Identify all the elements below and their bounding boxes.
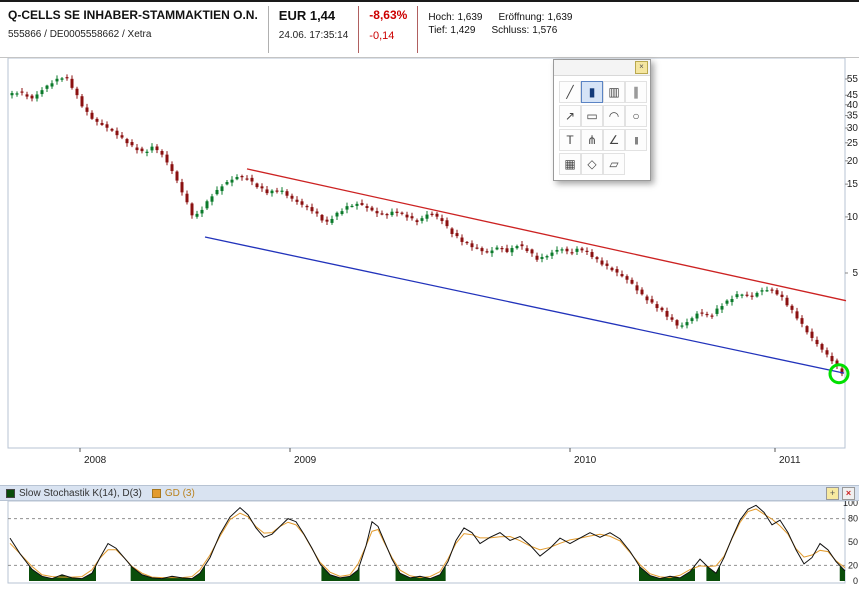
parallel-lines-tool-icon[interactable]: ∥ — [625, 81, 647, 103]
trend-arrow-tool-icon[interactable]: ↗ — [559, 105, 581, 127]
indicator-tick-label: 50 — [848, 537, 858, 547]
stochastic-label: Slow Stochastik K(14), D(3) — [19, 487, 142, 499]
tief-value: 1,429 — [450, 25, 476, 36]
quote-timestamp: 24.06. 17:35:14 — [278, 30, 349, 41]
panel-gap — [0, 470, 859, 485]
schluss-value: 1,576 — [532, 25, 558, 36]
candles-group — [10, 74, 844, 377]
quote-header: Q-CELLS SE INHABER-STAMMAKTIEN O.N. 5558… — [0, 2, 859, 58]
indicator-panel: Slow Stochastik K(14), D(3) GD (3) + × 1… — [0, 485, 859, 590]
indicator-tick-label: 0 — [853, 576, 858, 585]
upper-channel-trendline[interactable] — [246, 168, 847, 302]
k-line — [9, 504, 846, 580]
schluss-label: Schluss: — [491, 25, 530, 36]
angle-tool-icon[interactable]: ∠ — [603, 129, 625, 151]
y-axis-tick-label: 20 — [847, 156, 859, 167]
hoch-value: 1,639 — [457, 12, 483, 23]
indicator-plot-border — [7, 500, 846, 584]
instrument-name: Q-CELLS SE INHABER-STAMMAKTIEN O.N. — [8, 8, 258, 22]
drawing-toolbar: × ╱ ▮ ▥ ∥ ↗ ▭ ◠ ○ T ⋔ ∠ ||| ▦ ◇ ▱ — [553, 59, 651, 181]
lower-channel-trendline[interactable] — [204, 236, 845, 374]
eroeffnung-label: Eröffnung: — [498, 12, 545, 23]
eroeffnung-value: 1,639 — [547, 12, 573, 23]
header-divider — [358, 6, 360, 53]
x-axis-year-label: 2009 — [294, 455, 317, 466]
change-percent: -8,63% — [369, 8, 408, 22]
palette-close-icon[interactable]: × — [635, 61, 648, 74]
x-axis-year-label: 2010 — [574, 455, 597, 466]
y-axis-tick-label: 10 — [847, 212, 859, 223]
last-price-highlight[interactable] — [828, 363, 850, 385]
candlestick-tool-icon[interactable]: ▮ — [581, 81, 603, 103]
ohlc-stats: Hoch: 1,639 Eröffnung: 1,639 Tief: 1,429… — [420, 2, 596, 57]
y-axis-tick-label: 40 — [847, 100, 859, 111]
header-divider — [417, 6, 419, 53]
eraser-tool-icon[interactable]: ◇ — [581, 153, 603, 175]
instrument-id: 555866 / DE0005558662 / Xetra — [8, 29, 152, 40]
indicator-tick-label: 20 — [848, 560, 858, 570]
change-block: -8,63% -0,14 — [361, 2, 415, 57]
indicator-buttons: + × — [823, 486, 855, 500]
y-axis-tick-label: 5 — [852, 268, 858, 279]
price-block: EUR 1,44 24.06. 17:35:14 — [271, 2, 357, 57]
indicator-settings-icon[interactable]: + — [826, 486, 839, 500]
indicator-header: Slow Stochastik K(14), D(3) GD (3) + × — [0, 485, 859, 501]
change-absolute: -0,14 — [369, 30, 395, 42]
bar-chart-tool-icon[interactable]: ▥ — [603, 81, 625, 103]
y-axis-tick-label: 25 — [847, 138, 859, 149]
indicator-tick-label: 100 — [843, 501, 858, 508]
instrument-block: Q-CELLS SE INHABER-STAMMAKTIEN O.N. 5558… — [0, 2, 266, 57]
line-tool-icon[interactable]: ╱ — [559, 81, 581, 103]
stochastic-legend-swatch — [6, 488, 15, 498]
tief-label: Tief: — [428, 25, 448, 36]
plot-border — [7, 57, 846, 449]
text-tool-icon[interactable]: T — [559, 129, 581, 151]
gd-legend-swatch — [151, 488, 161, 498]
gd-label: GD (3) — [164, 487, 195, 499]
stamp-tool-icon[interactable]: ▱ — [603, 153, 625, 175]
stochastic-chart-canvas[interactable]: 100 80 50 20 0 — [0, 498, 859, 586]
rectangle-tool-icon[interactable]: ▭ — [581, 105, 603, 127]
y-axis-tick-label: 35 — [847, 111, 859, 122]
header-divider — [267, 6, 269, 53]
hoch-label: Hoch: — [428, 12, 455, 23]
y-axis-tick-label: 15 — [847, 179, 859, 190]
y-axis-tick-label: 30 — [847, 123, 859, 134]
last-price: EUR 1,44 — [278, 8, 336, 23]
indicator-tick-label: 80 — [848, 514, 858, 524]
x-axis-year-label: 2011 — [779, 455, 801, 466]
indicator-close-icon[interactable]: × — [842, 486, 855, 500]
y-axis-tick-label: 45 — [847, 90, 859, 101]
ellipse-tool-icon[interactable]: ○ — [625, 105, 647, 127]
price-chart-area: 55 45 40 35 30 25 20 15 10 5 2008 2009 2010 2011 × ╱ ▮… — [0, 57, 859, 470]
y-axis-tick-label: 55 — [847, 74, 859, 85]
x-axis-year-label: 2008 — [84, 455, 107, 466]
fan-lines-tool-icon[interactable]: ⋔ — [581, 129, 603, 151]
grid-tool-icon[interactable]: ▦ — [559, 153, 581, 175]
vertical-lines-tool-icon[interactable]: ||| — [625, 129, 647, 151]
drawing-tools-grid: ╱ ▮ ▥ ∥ ↗ ▭ ◠ ○ T ⋔ ∠ ||| ▦ ◇ ▱ — [554, 76, 650, 180]
arc-tool-icon[interactable]: ◠ — [603, 105, 625, 127]
drawing-toolbar-titlebar[interactable]: × — [554, 60, 650, 76]
